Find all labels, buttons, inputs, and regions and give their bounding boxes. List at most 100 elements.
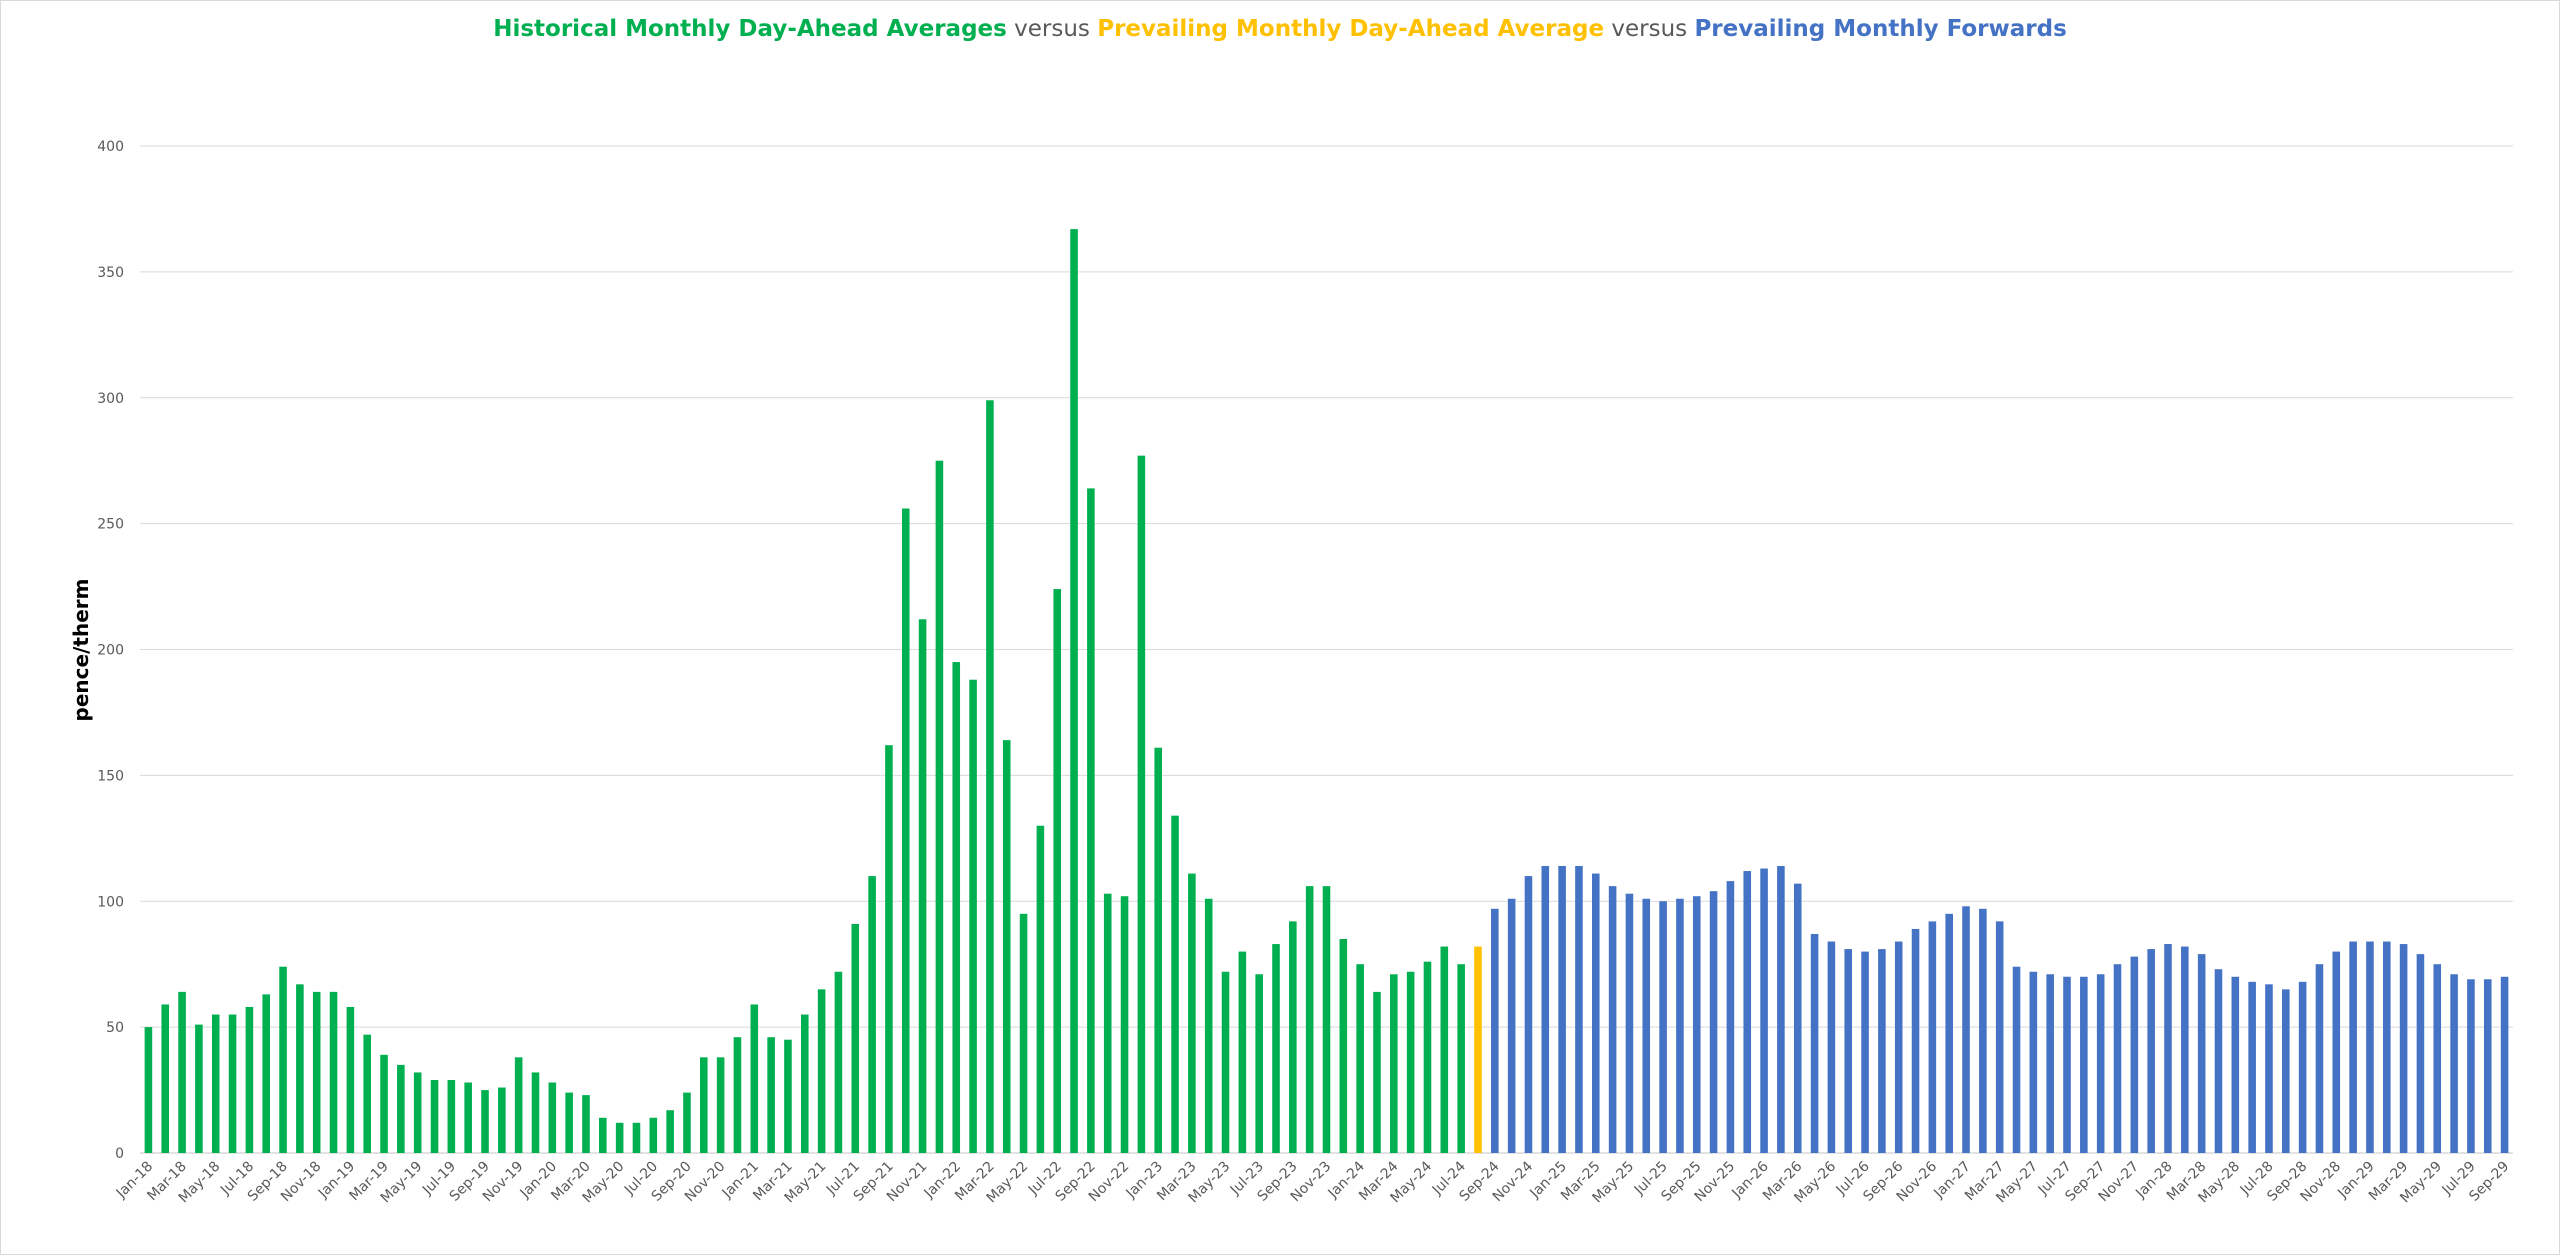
bar <box>1390 974 1398 1153</box>
bar <box>1642 898 1651 1153</box>
bar <box>1440 946 1449 1153</box>
bar <box>1474 946 1482 1153</box>
bar <box>1053 589 1062 1153</box>
bar <box>1120 896 1129 1153</box>
bar <box>2046 974 2054 1153</box>
bar <box>817 989 826 1153</box>
bar <box>1373 991 1381 1153</box>
bar <box>1608 886 1617 1153</box>
bar <box>1591 873 1600 1153</box>
bar <box>296 984 304 1153</box>
bar <box>228 1014 237 1153</box>
bar <box>1709 891 1718 1153</box>
bar <box>1878 949 1886 1153</box>
bar <box>1339 939 1348 1153</box>
bar <box>1793 883 1802 1153</box>
x-axis-ticks: Jan-18Mar-18May-18Jul-18Sep-18Nov-18Jan-… <box>113 1158 2513 1206</box>
bar <box>885 745 893 1153</box>
bar <box>649 1117 658 1153</box>
bar <box>195 1024 203 1153</box>
bar <box>2265 984 2273 1153</box>
bar <box>1204 898 1213 1153</box>
y-axis-label: pence/therm <box>69 579 93 722</box>
bar <box>1979 908 1987 1153</box>
bar <box>800 1014 809 1153</box>
title-versus-2: versus <box>1604 16 1695 42</box>
bar <box>2483 979 2492 1153</box>
bar <box>683 1092 691 1153</box>
bar <box>1810 933 1819 1153</box>
bar <box>2332 951 2341 1153</box>
bar <box>144 1027 153 1153</box>
bar <box>1692 896 1701 1153</box>
bar <box>397 1064 405 1153</box>
bar <box>1861 951 1869 1153</box>
bar <box>211 1014 220 1153</box>
bar <box>262 994 271 1153</box>
bar <box>1137 455 1146 1154</box>
bar <box>1524 876 1533 1153</box>
bar <box>1070 229 1078 1153</box>
bar <box>329 991 338 1153</box>
bar <box>2197 954 2206 1153</box>
bar <box>245 1006 254 1153</box>
bar <box>1305 886 1314 1153</box>
bar <box>1171 815 1179 1153</box>
bar <box>834 971 843 1153</box>
bar <box>430 1079 439 1153</box>
bar <box>851 923 860 1153</box>
bar <box>1760 868 1768 1153</box>
bar <box>1676 898 1684 1153</box>
bar <box>1406 971 1415 1153</box>
bar <box>1423 961 1432 1153</box>
bar <box>2214 969 2223 1153</box>
bar <box>2231 976 2240 1153</box>
bar <box>632 1122 641 1153</box>
bar <box>1507 898 1516 1153</box>
bar <box>2315 964 2324 1153</box>
bar <box>1322 886 1331 1153</box>
bar <box>2063 976 2071 1153</box>
bar <box>1827 941 1836 1153</box>
bar <box>1726 881 1735 1153</box>
bar <box>666 1110 674 1153</box>
bar <box>481 1090 489 1153</box>
bar <box>2366 941 2374 1153</box>
bar <box>2113 964 2122 1153</box>
bar <box>2416 954 2425 1153</box>
bar <box>1995 921 2004 1153</box>
bar <box>1019 913 1028 1153</box>
bar <box>2349 941 2357 1153</box>
bar <box>1221 971 1230 1153</box>
bar <box>279 966 287 1153</box>
bar <box>2433 964 2442 1153</box>
bar <box>1575 866 1583 1153</box>
bar <box>1491 908 1499 1153</box>
bar <box>2029 971 2038 1153</box>
bar <box>1945 913 1953 1153</box>
bar <box>380 1054 388 1153</box>
y-tick-label: 100 <box>97 894 124 910</box>
bar <box>1289 921 1297 1153</box>
y-tick-label: 400 <box>97 139 124 155</box>
bar <box>1558 866 1566 1153</box>
y-tick-label: 250 <box>97 517 124 533</box>
bar <box>1625 893 1634 1153</box>
bar <box>1928 921 1937 1153</box>
bar <box>700 1057 708 1153</box>
bar <box>1911 928 1920 1153</box>
bar <box>986 400 994 1154</box>
bar <box>1356 964 1364 1153</box>
bar <box>2164 944 2172 1153</box>
bar <box>1255 974 1263 1153</box>
y-tick-label: 300 <box>97 391 124 407</box>
bar <box>935 460 944 1153</box>
bar <box>2096 974 2105 1153</box>
bars <box>144 229 2509 1154</box>
bar <box>716 1057 725 1153</box>
bar <box>312 991 321 1153</box>
bar <box>447 1079 456 1153</box>
bar <box>868 876 876 1153</box>
bar <box>346 1006 355 1153</box>
bar <box>548 1082 557 1153</box>
